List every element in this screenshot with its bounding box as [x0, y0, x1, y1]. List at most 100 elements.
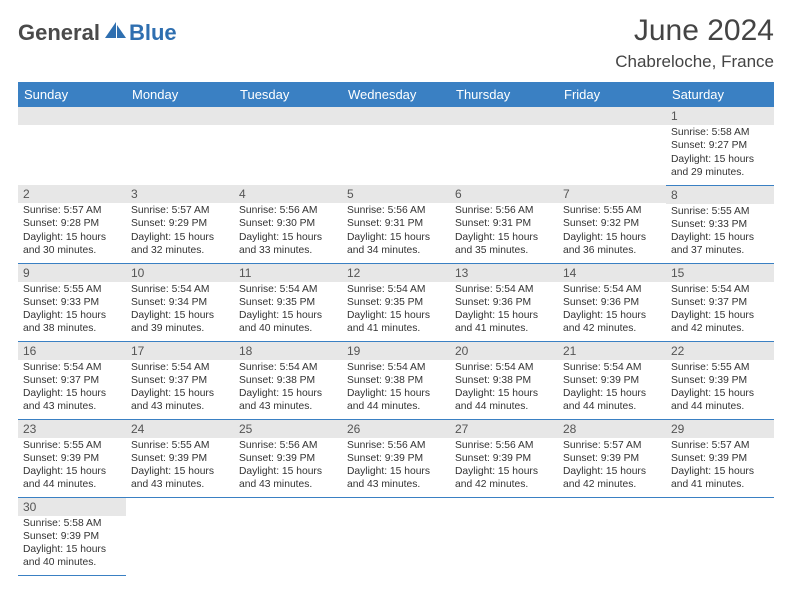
sunrise-line: Sunrise: 5:55 AM [131, 440, 229, 453]
weekday-header: Thursday [450, 82, 558, 107]
sunrise-line: Sunrise: 5:55 AM [23, 440, 121, 453]
day-details: Sunrise: 5:54 AMSunset: 9:36 PMDaylight:… [558, 282, 666, 341]
calendar-cell [450, 497, 558, 575]
calendar-cell: 26Sunrise: 5:56 AMSunset: 9:39 PMDayligh… [342, 419, 450, 497]
day-number: 16 [18, 342, 126, 360]
day-number-bar [126, 107, 234, 125]
calendar-cell: 9Sunrise: 5:55 AMSunset: 9:33 PMDaylight… [18, 263, 126, 341]
daylight-line: Daylight: 15 hours and 36 minutes. [563, 232, 661, 258]
daylight-line: Daylight: 15 hours and 33 minutes. [239, 232, 337, 258]
logo-text-blue: Blue [129, 20, 177, 46]
daylight-line: Daylight: 15 hours and 43 minutes. [239, 388, 337, 414]
calendar-cell: 20Sunrise: 5:54 AMSunset: 9:38 PMDayligh… [450, 341, 558, 419]
sunset-line: Sunset: 9:36 PM [563, 297, 661, 310]
sunset-line: Sunset: 9:39 PM [671, 453, 769, 466]
day-details: Sunrise: 5:55 AMSunset: 9:33 PMDaylight:… [18, 282, 126, 341]
calendar-cell: 1Sunrise: 5:58 AMSunset: 9:27 PMDaylight… [666, 107, 774, 185]
day-details: Sunrise: 5:58 AMSunset: 9:27 PMDaylight:… [666, 125, 774, 184]
daylight-line: Daylight: 15 hours and 42 minutes. [563, 466, 661, 492]
brand-logo: General Blue [18, 20, 177, 46]
daylight-line: Daylight: 15 hours and 44 minutes. [563, 388, 661, 414]
day-details: Sunrise: 5:54 AMSunset: 9:36 PMDaylight:… [450, 282, 558, 341]
day-details: Sunrise: 5:56 AMSunset: 9:30 PMDaylight:… [234, 203, 342, 262]
sunset-line: Sunset: 9:31 PM [347, 218, 445, 231]
day-number: 2 [18, 185, 126, 203]
daylight-line: Daylight: 15 hours and 42 minutes. [671, 310, 769, 336]
sunset-line: Sunset: 9:39 PM [563, 453, 661, 466]
daylight-line: Daylight: 15 hours and 37 minutes. [671, 232, 769, 258]
day-number-bar [342, 107, 450, 125]
day-details: Sunrise: 5:56 AMSunset: 9:31 PMDaylight:… [450, 203, 558, 262]
sunset-line: Sunset: 9:39 PM [347, 453, 445, 466]
day-number: 7 [558, 185, 666, 203]
day-number: 27 [450, 420, 558, 438]
day-details: Sunrise: 5:56 AMSunset: 9:39 PMDaylight:… [450, 438, 558, 497]
calendar-cell [234, 107, 342, 185]
sunrise-line: Sunrise: 5:54 AM [563, 284, 661, 297]
day-number: 10 [126, 264, 234, 282]
sunrise-line: Sunrise: 5:58 AM [671, 127, 769, 140]
sunset-line: Sunset: 9:36 PM [455, 297, 553, 310]
page-title: June 2024 [615, 14, 774, 48]
daylight-line: Daylight: 15 hours and 38 minutes. [23, 310, 121, 336]
daylight-line: Daylight: 15 hours and 35 minutes. [455, 232, 553, 258]
daylight-line: Daylight: 15 hours and 43 minutes. [23, 388, 121, 414]
sunrise-line: Sunrise: 5:57 AM [131, 205, 229, 218]
day-details: Sunrise: 5:54 AMSunset: 9:37 PMDaylight:… [126, 360, 234, 419]
day-number: 12 [342, 264, 450, 282]
calendar-cell: 15Sunrise: 5:54 AMSunset: 9:37 PMDayligh… [666, 263, 774, 341]
weekday-header: Sunday [18, 82, 126, 107]
sunset-line: Sunset: 9:37 PM [23, 375, 121, 388]
calendar-cell: 12Sunrise: 5:54 AMSunset: 9:35 PMDayligh… [342, 263, 450, 341]
sunrise-line: Sunrise: 5:54 AM [239, 362, 337, 375]
sunset-line: Sunset: 9:39 PM [239, 453, 337, 466]
sunset-line: Sunset: 9:39 PM [131, 453, 229, 466]
day-details: Sunrise: 5:54 AMSunset: 9:37 PMDaylight:… [666, 282, 774, 341]
calendar-cell: 7Sunrise: 5:55 AMSunset: 9:32 PMDaylight… [558, 185, 666, 263]
day-number-bar [666, 498, 774, 516]
sunrise-line: Sunrise: 5:54 AM [563, 362, 661, 375]
calendar-cell: 5Sunrise: 5:56 AMSunset: 9:31 PMDaylight… [342, 185, 450, 263]
day-number: 17 [126, 342, 234, 360]
day-number: 19 [342, 342, 450, 360]
sunset-line: Sunset: 9:39 PM [23, 453, 121, 466]
calendar-cell [558, 497, 666, 575]
calendar-header: SundayMondayTuesdayWednesdayThursdayFrid… [18, 82, 774, 107]
sunrise-line: Sunrise: 5:55 AM [671, 206, 769, 219]
day-details: Sunrise: 5:55 AMSunset: 9:32 PMDaylight:… [558, 203, 666, 262]
sunrise-line: Sunrise: 5:56 AM [239, 205, 337, 218]
calendar-cell: 10Sunrise: 5:54 AMSunset: 9:34 PMDayligh… [126, 263, 234, 341]
calendar-cell: 25Sunrise: 5:56 AMSunset: 9:39 PMDayligh… [234, 419, 342, 497]
sunrise-line: Sunrise: 5:57 AM [23, 205, 121, 218]
day-number: 14 [558, 264, 666, 282]
sunrise-line: Sunrise: 5:56 AM [347, 205, 445, 218]
daylight-line: Daylight: 15 hours and 44 minutes. [671, 388, 769, 414]
sunrise-line: Sunrise: 5:56 AM [455, 440, 553, 453]
calendar-cell: 6Sunrise: 5:56 AMSunset: 9:31 PMDaylight… [450, 185, 558, 263]
day-number: 25 [234, 420, 342, 438]
sunrise-line: Sunrise: 5:54 AM [131, 284, 229, 297]
calendar-cell: 29Sunrise: 5:57 AMSunset: 9:39 PMDayligh… [666, 419, 774, 497]
calendar-cell: 13Sunrise: 5:54 AMSunset: 9:36 PMDayligh… [450, 263, 558, 341]
calendar-cell [342, 497, 450, 575]
weekday-header: Wednesday [342, 82, 450, 107]
calendar-cell [126, 107, 234, 185]
daylight-line: Daylight: 15 hours and 40 minutes. [239, 310, 337, 336]
sunrise-line: Sunrise: 5:54 AM [131, 362, 229, 375]
calendar-cell: 3Sunrise: 5:57 AMSunset: 9:29 PMDaylight… [126, 185, 234, 263]
sunrise-line: Sunrise: 5:55 AM [23, 284, 121, 297]
sunset-line: Sunset: 9:35 PM [347, 297, 445, 310]
sunrise-line: Sunrise: 5:54 AM [347, 362, 445, 375]
day-details: Sunrise: 5:56 AMSunset: 9:39 PMDaylight:… [342, 438, 450, 497]
day-number-bar [558, 107, 666, 125]
sunset-line: Sunset: 9:30 PM [239, 218, 337, 231]
sunrise-line: Sunrise: 5:54 AM [455, 362, 553, 375]
weekday-header: Monday [126, 82, 234, 107]
sunrise-line: Sunrise: 5:56 AM [347, 440, 445, 453]
daylight-line: Daylight: 15 hours and 42 minutes. [563, 310, 661, 336]
day-number: 23 [18, 420, 126, 438]
daylight-line: Daylight: 15 hours and 43 minutes. [347, 466, 445, 492]
location-label: Chabreloche, France [615, 52, 774, 72]
day-number: 24 [126, 420, 234, 438]
sunset-line: Sunset: 9:33 PM [671, 219, 769, 232]
